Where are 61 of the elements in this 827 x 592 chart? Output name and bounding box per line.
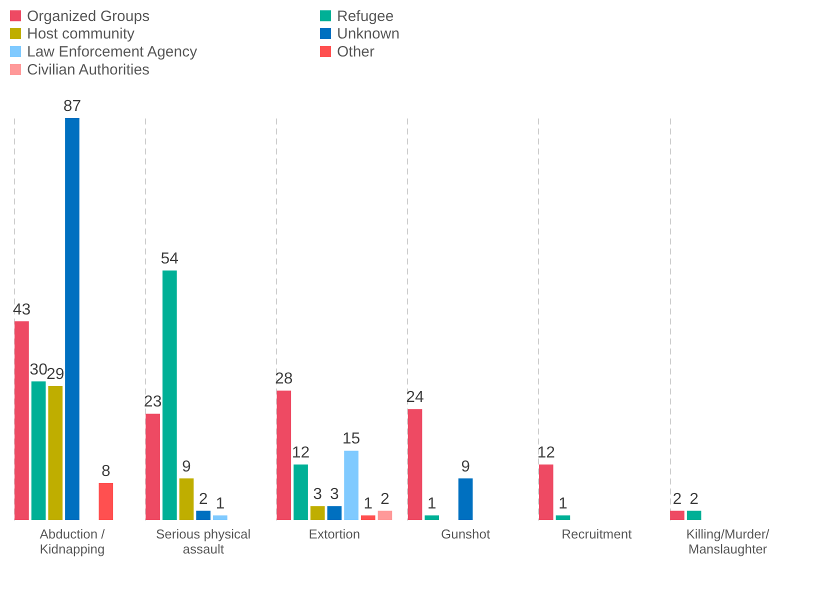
bar [98, 483, 114, 520]
bar [31, 381, 46, 520]
data-label: 2 [198, 490, 208, 508]
data-label: 1 [558, 495, 568, 512]
data-label: 30 [30, 361, 48, 378]
bar [48, 386, 63, 520]
data-label: 1 [427, 495, 436, 512]
data-label: 87 [63, 98, 82, 115]
data-label: 23 [144, 394, 162, 411]
x-tick-label: Abduction / Kidnapping [40, 526, 106, 556]
bar [294, 464, 308, 520]
bar [538, 464, 554, 520]
bar [344, 450, 358, 520]
bar [65, 118, 80, 520]
bar [670, 510, 684, 520]
data-label: 29 [46, 366, 64, 383]
data-label: 2 [690, 490, 699, 508]
data-label: 15 [342, 430, 360, 448]
bar [179, 478, 194, 520]
data-label: 43 [12, 301, 31, 318]
x-tick-label: Killing/Murder/Manslaughter [686, 526, 770, 556]
legend-label: Civilian Authorities [27, 62, 150, 78]
legend-label: Other [337, 44, 375, 60]
bar [196, 510, 211, 520]
bar [686, 510, 702, 520]
data-label: 28 [275, 370, 293, 388]
data-label: 3 [313, 486, 322, 504]
data-label: 12 [537, 444, 556, 462]
bar [556, 515, 570, 520]
data-label: 3 [330, 486, 339, 504]
x-tick-label: Recruitment [562, 526, 632, 542]
data-label: 12 [292, 444, 310, 462]
bar [162, 270, 177, 520]
bar [378, 510, 392, 520]
bar [424, 515, 440, 520]
data-label: 9 [461, 458, 470, 476]
bar [310, 506, 325, 520]
bar [327, 506, 342, 520]
bar [276, 390, 292, 520]
data-label: 8 [101, 463, 110, 480]
legend-label: Host community [27, 26, 136, 42]
data-label: 2 [380, 490, 390, 508]
legend-label: Organized Groups [27, 8, 150, 25]
bar [146, 414, 160, 520]
data-label: 54 [160, 250, 179, 268]
bar [360, 515, 376, 520]
bar [14, 321, 29, 520]
x-tick-label: Serious physical assault [156, 526, 251, 556]
legend-label: Refugee [337, 8, 394, 25]
data-label: 24 [406, 389, 424, 406]
bar [213, 515, 228, 520]
data-label: 2 [672, 490, 682, 508]
x-tick-label: Extortion [308, 526, 360, 542]
bar [408, 409, 422, 520]
x-tick-label: Gunshot [440, 526, 491, 542]
legend-label: Law Enforcement Agency [27, 44, 198, 60]
data-label: 1 [364, 495, 373, 512]
legend-label: Unknown [337, 26, 400, 42]
data-label: 1 [216, 495, 225, 512]
bar [458, 478, 473, 520]
data-label: 9 [182, 458, 192, 476]
